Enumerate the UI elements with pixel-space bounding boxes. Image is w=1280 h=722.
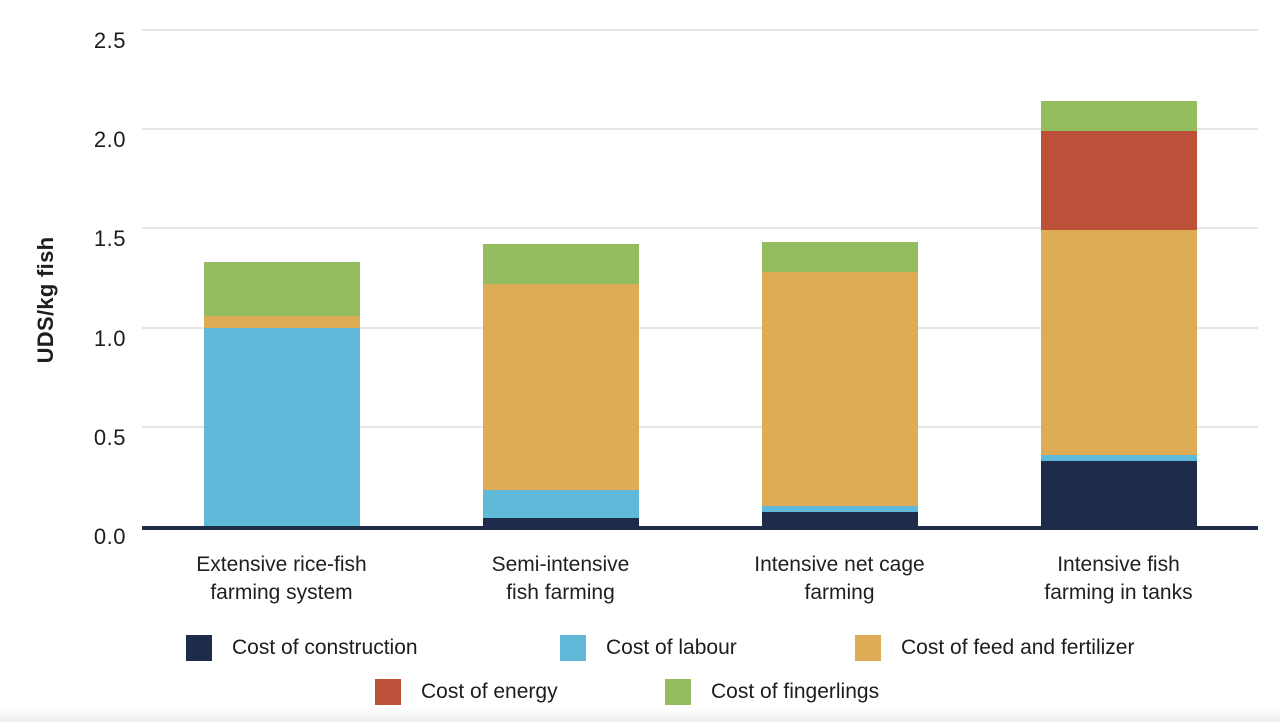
y-tick-label: 2.0	[93, 127, 126, 153]
bar-segment	[1040, 101, 1197, 132]
x-category-label-line: farming	[804, 581, 875, 604]
bar-segment	[761, 272, 918, 507]
y-tick-label: 0.0	[93, 524, 126, 549]
y-tick-label: 2.5	[93, 28, 126, 53]
legend-item: Cost of construction	[186, 634, 418, 661]
x-category-label-line: farming system	[210, 581, 353, 604]
x-category-label-line: Intensive fish	[1057, 553, 1180, 576]
legend-item: Cost of feed and fertilizer	[855, 634, 1134, 661]
gridline	[142, 227, 1258, 230]
gridline	[142, 29, 1258, 31]
legend-label: Cost of labour	[606, 635, 737, 659]
bar-segment	[203, 315, 360, 328]
legend-swatch	[560, 634, 586, 661]
bar-segment	[1040, 131, 1197, 231]
x-category-label: Intensive net cage farming	[690, 551, 990, 607]
bar-segment	[1040, 454, 1197, 461]
legend-item: Cost of energy	[375, 678, 558, 705]
gridline	[142, 425, 1258, 428]
y-tick-label: 1.0	[93, 325, 126, 351]
x-category-label: Semi-intensive fish farming	[411, 551, 711, 607]
y-tick-label: 1.5	[93, 226, 126, 252]
legend-swatch	[375, 678, 401, 705]
x-category-label-line: Extensive rice-fish	[196, 553, 367, 576]
legend-label: Cost of feed and fertilizer	[901, 635, 1135, 659]
bar-segment	[1040, 230, 1197, 455]
gridline	[142, 326, 1258, 329]
legend-item: Cost of fingerlings	[665, 678, 879, 705]
y-tick-label: 0.5	[93, 424, 126, 450]
legend-label: Cost of construction	[232, 635, 418, 659]
bar-segment	[761, 512, 918, 526]
legend-item: Cost of labour	[560, 634, 737, 661]
bar-segment	[761, 242, 918, 273]
legend-swatch	[186, 634, 212, 661]
x-category-label-line: farming in tanks	[1044, 581, 1193, 604]
legend-swatch	[855, 634, 881, 661]
bar-segment	[1040, 460, 1197, 526]
bar-segment	[482, 518, 639, 526]
x-category-label: Extensive rice-fish farming system	[132, 551, 432, 607]
x-category-label-line: Semi-intensive	[491, 553, 630, 576]
x-category-label-line: Intensive net cage	[754, 553, 925, 576]
legend-label: Cost of fingerlings	[711, 679, 880, 703]
x-axis-line	[142, 525, 1258, 530]
bar-segment	[203, 327, 360, 526]
bar-segment	[482, 283, 639, 491]
bar-segment	[761, 506, 918, 513]
x-category-label: Intensive fish farming in tanks	[969, 551, 1269, 607]
window-bottom-edge	[0, 710, 1280, 722]
bar-segment	[482, 490, 639, 519]
legend-swatch	[665, 678, 691, 705]
x-category-label-line: fish farming	[506, 581, 615, 604]
gridline	[142, 128, 1258, 131]
bar-segment	[203, 262, 360, 316]
legend-label: Cost of energy	[421, 679, 558, 703]
bar-segment	[482, 244, 639, 284]
